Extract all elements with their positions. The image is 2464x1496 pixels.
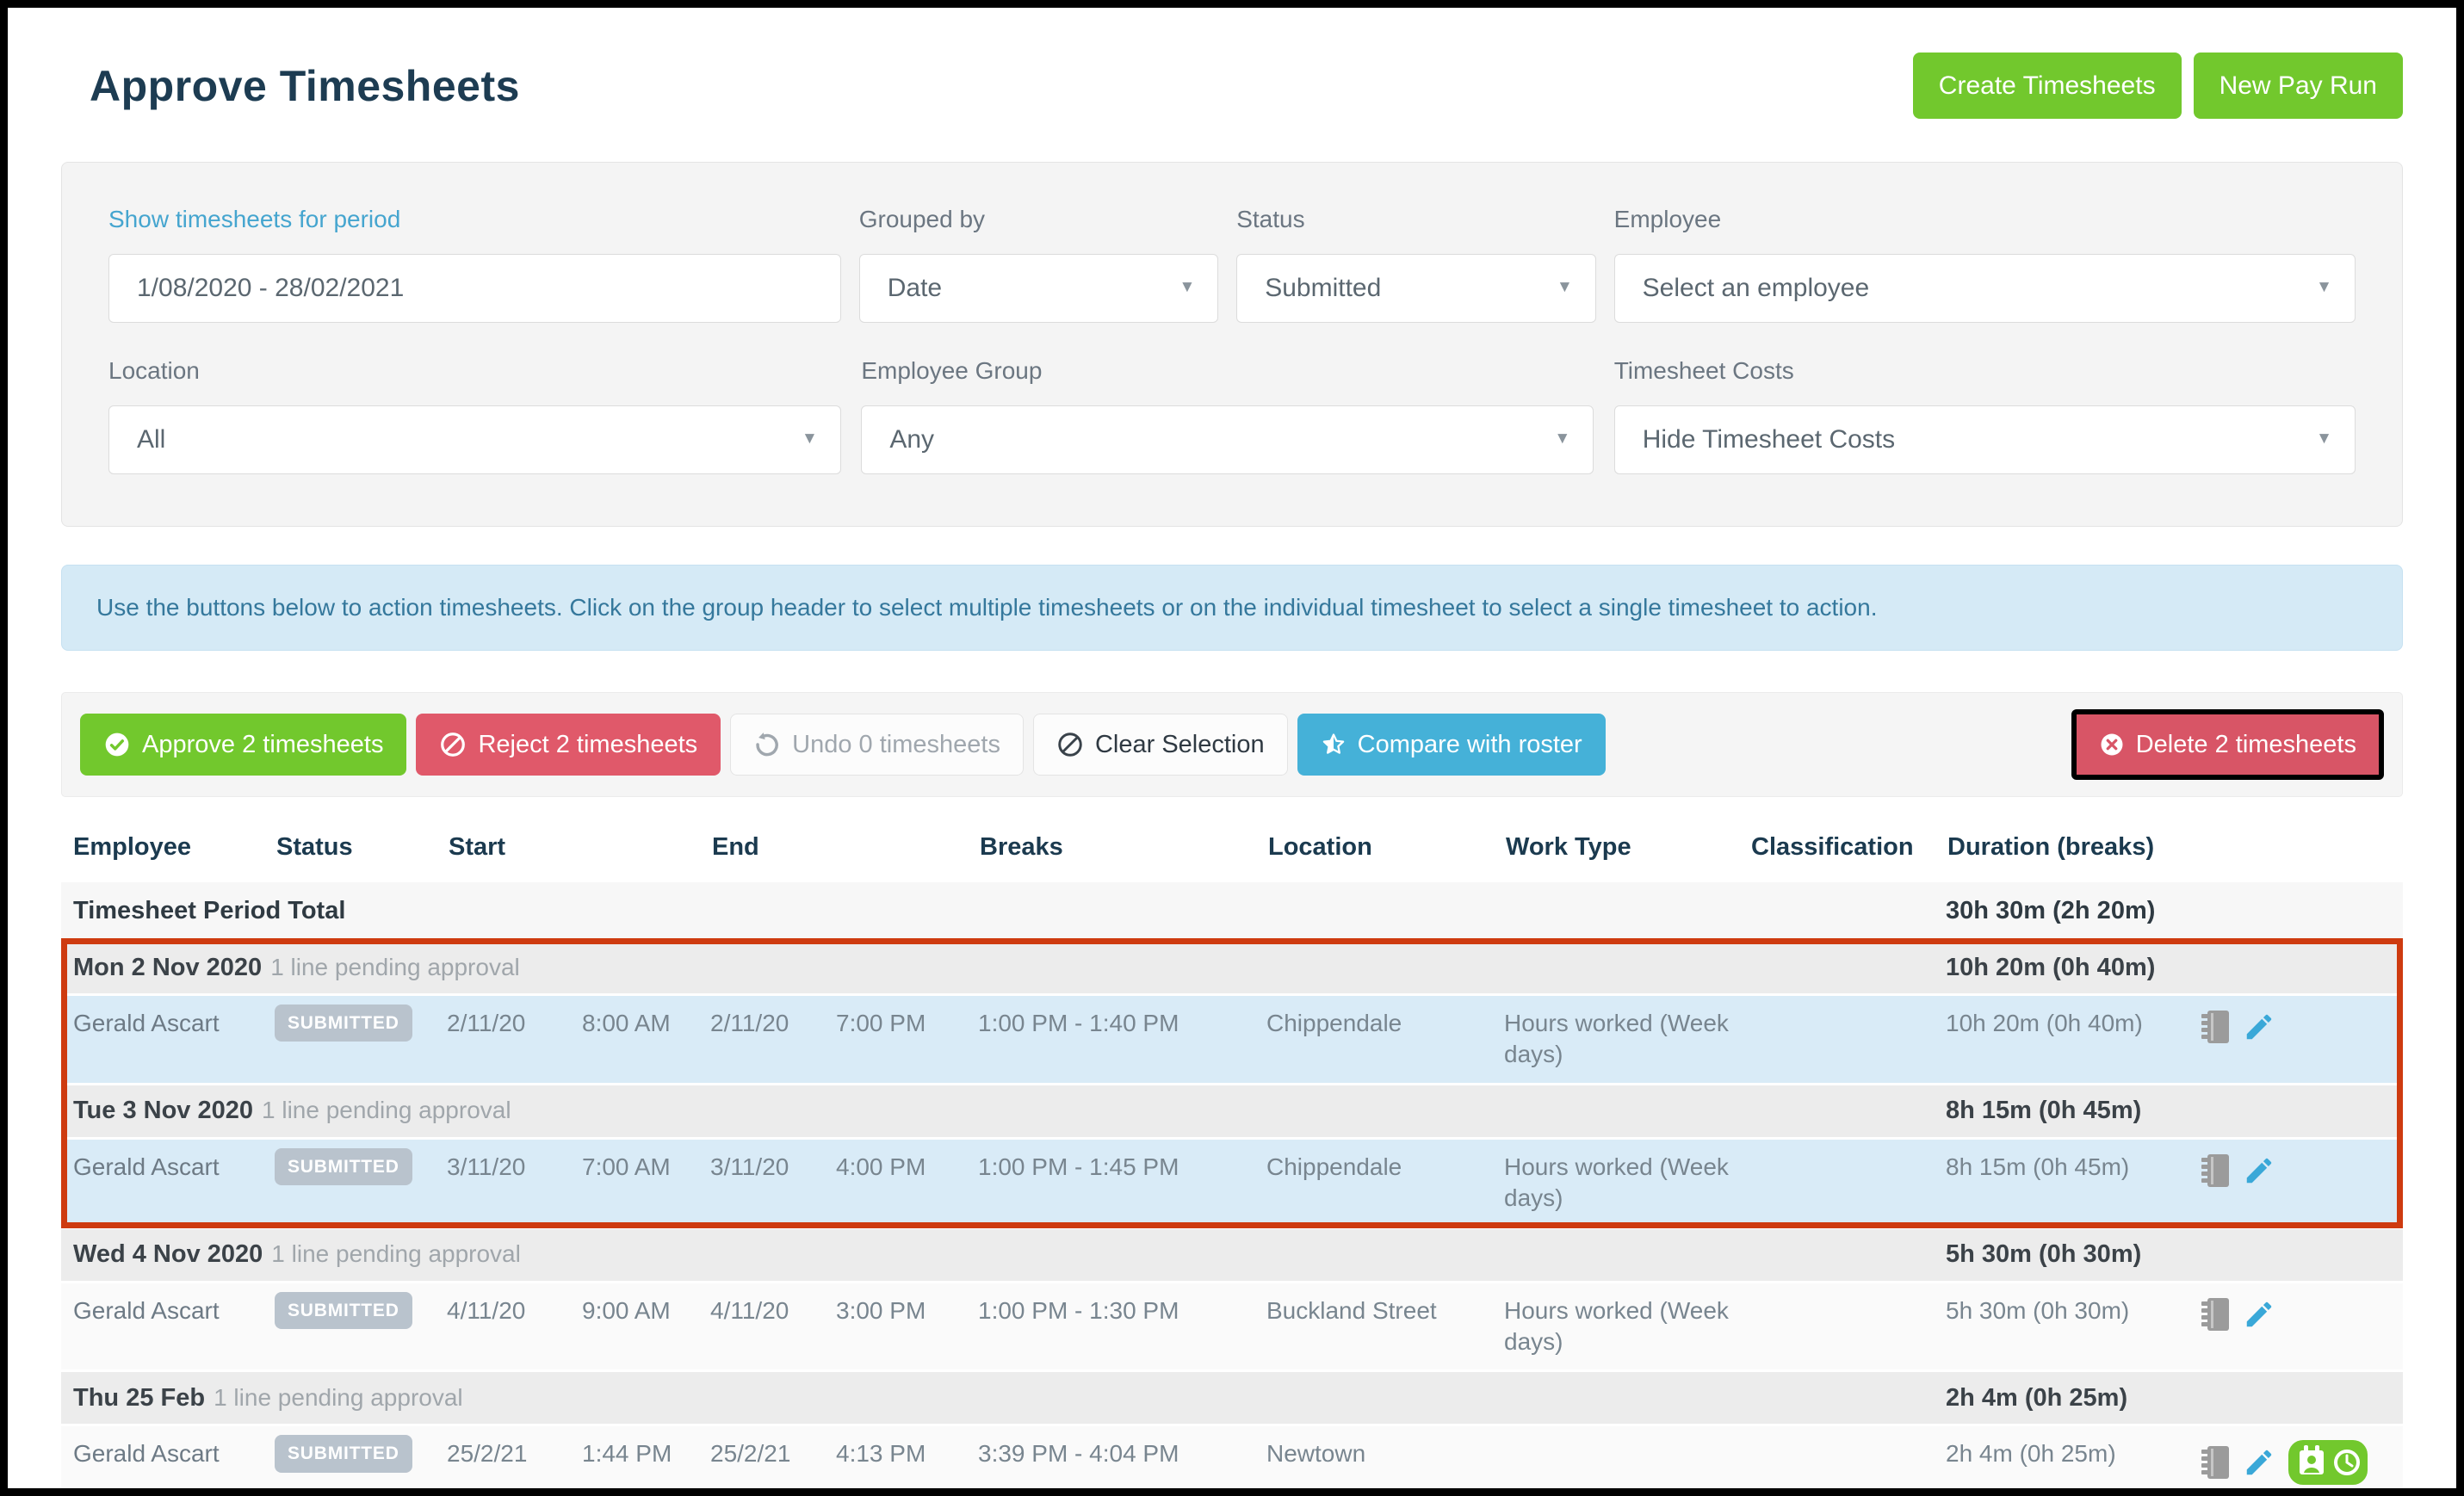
chevron-down-icon: ▼	[2316, 278, 2332, 297]
location-select[interactable]: All ▼	[108, 405, 841, 474]
employee-group-label: Employee Group	[861, 357, 1043, 384]
create-timesheets-button[interactable]: Create Timesheets	[1912, 53, 2182, 119]
timesheet-row[interactable]: Gerald Ascart SUBMITTED 3/11/20 7:00 AM …	[61, 1139, 2403, 1227]
undo-timesheets-button[interactable]: Undo 0 timesheets	[730, 714, 1024, 776]
col-status: Status	[276, 833, 353, 861]
star-half-icon	[1322, 733, 1344, 754]
edit-pencil-icon[interactable]	[2243, 1446, 2275, 1479]
timesheet-table: Employee Status Start End Breaks Locatio…	[61, 821, 2403, 1488]
employee-label: Employee	[1613, 206, 1722, 232]
location-label: Location	[108, 357, 200, 384]
employee-group-select[interactable]: Any ▼	[861, 405, 1594, 474]
timesheet-row[interactable]: Gerald Ascart SUBMITTED 4/11/20 9:00 AM …	[61, 1283, 2403, 1370]
period-label[interactable]: Show timesheets for period	[108, 206, 401, 232]
group-header-row[interactable]: Thu 25 Feb 1 line pending approval 2h 4m …	[61, 1372, 2403, 1425]
status-select[interactable]: Submitted ▼	[1236, 254, 1596, 323]
col-work-type: Work Type	[1506, 833, 1631, 861]
chevron-down-icon: ▼	[802, 430, 818, 448]
approve-timesheets-button[interactable]: Approve 2 timesheets	[80, 714, 407, 776]
employee-select[interactable]: Select an employee ▼	[1613, 254, 2356, 323]
ban-icon	[1058, 733, 1082, 757]
timesheet-costs-label: Timesheet Costs	[1613, 357, 1794, 384]
action-bar: Approve 2 timesheets Reject 2 timesheets…	[61, 692, 2403, 797]
compare-with-roster-button[interactable]: Compare with roster	[1297, 714, 1606, 776]
chevron-down-icon: ▼	[1554, 430, 1571, 448]
notes-icon[interactable]	[2201, 1153, 2230, 1188]
status-badge: SUBMITTED	[275, 1005, 412, 1042]
clear-selection-button[interactable]: Clear Selection	[1032, 714, 1288, 776]
group-header-row[interactable]: Mon 2 Nov 2020 1 line pending approval 10…	[61, 942, 2403, 993]
status-label: Status	[1236, 206, 1305, 232]
edit-pencil-icon[interactable]	[2243, 1298, 2275, 1331]
filter-panel: Show timesheets for period 1/08/2020 - 2…	[61, 162, 2403, 527]
col-employee: Employee	[73, 833, 191, 861]
status-badge: SUBMITTED	[275, 1147, 412, 1186]
group-header-row[interactable]: Tue 3 Nov 2020 1 line pending approval 8h…	[61, 1085, 2403, 1137]
timesheet-row[interactable]: Gerald Ascart SUBMITTED 25/2/21 1:44 PM …	[61, 1426, 2403, 1488]
ban-icon	[441, 733, 466, 757]
col-duration: Duration (breaks)	[1947, 833, 2155, 861]
timesheet-costs-select[interactable]: Hide Timesheet Costs ▼	[1613, 405, 2356, 474]
undo-icon	[756, 733, 779, 757]
chevron-down-icon: ▼	[1556, 278, 1573, 297]
col-location: Location	[1268, 833, 1372, 861]
col-end: End	[712, 833, 759, 861]
col-start: Start	[449, 833, 506, 861]
group-header-row[interactable]: Wed 4 Nov 2020 1 line pending approval 5h…	[61, 1228, 2403, 1281]
grouped-by-select[interactable]: Date ▼	[858, 254, 1219, 323]
col-classification: Classification	[1751, 833, 1914, 861]
table-header-row: Employee Status Start End Breaks Locatio…	[61, 821, 2403, 882]
roster-clock-icon[interactable]	[2288, 1440, 2368, 1486]
status-badge: SUBMITTED	[275, 1435, 412, 1473]
x-circle-icon	[2101, 733, 2123, 756]
app-window: Approve Timesheets Create Timesheets New…	[8, 8, 2456, 1488]
check-circle-icon	[105, 733, 129, 757]
notes-icon[interactable]	[2201, 1445, 2230, 1480]
header-buttons: Create Timesheets New Pay Run	[1912, 53, 2403, 119]
notes-icon[interactable]	[2201, 1010, 2230, 1044]
chevron-down-icon: ▼	[1179, 278, 1196, 297]
delete-timesheets-button[interactable]: Delete 2 timesheets	[2071, 709, 2384, 780]
info-banner: Use the buttons below to action timeshee…	[61, 565, 2403, 651]
reject-timesheets-button[interactable]: Reject 2 timesheets	[416, 714, 721, 776]
page-title: Approve Timesheets	[90, 61, 520, 110]
selected-rows-highlight-box: Mon 2 Nov 2020 1 line pending approval 10…	[61, 938, 2403, 1228]
timesheet-row[interactable]: Gerald Ascart SUBMITTED 2/11/20 8:00 AM …	[61, 996, 2403, 1083]
page-header: Approve Timesheets Create Timesheets New…	[90, 53, 2403, 119]
notes-icon[interactable]	[2201, 1297, 2230, 1332]
period-total-row: Timesheet Period Total 30h 30m (2h 20m)	[61, 882, 2403, 939]
new-pay-run-button[interactable]: New Pay Run	[2193, 53, 2403, 119]
grouped-by-label: Grouped by	[858, 206, 986, 232]
status-badge: SUBMITTED	[275, 1291, 412, 1329]
col-breaks: Breaks	[980, 833, 1063, 861]
chevron-down-icon: ▼	[2316, 430, 2332, 448]
period-input[interactable]: 1/08/2020 - 28/02/2021	[108, 254, 841, 323]
edit-pencil-icon[interactable]	[2243, 1154, 2275, 1187]
edit-pencil-icon[interactable]	[2243, 1011, 2275, 1043]
